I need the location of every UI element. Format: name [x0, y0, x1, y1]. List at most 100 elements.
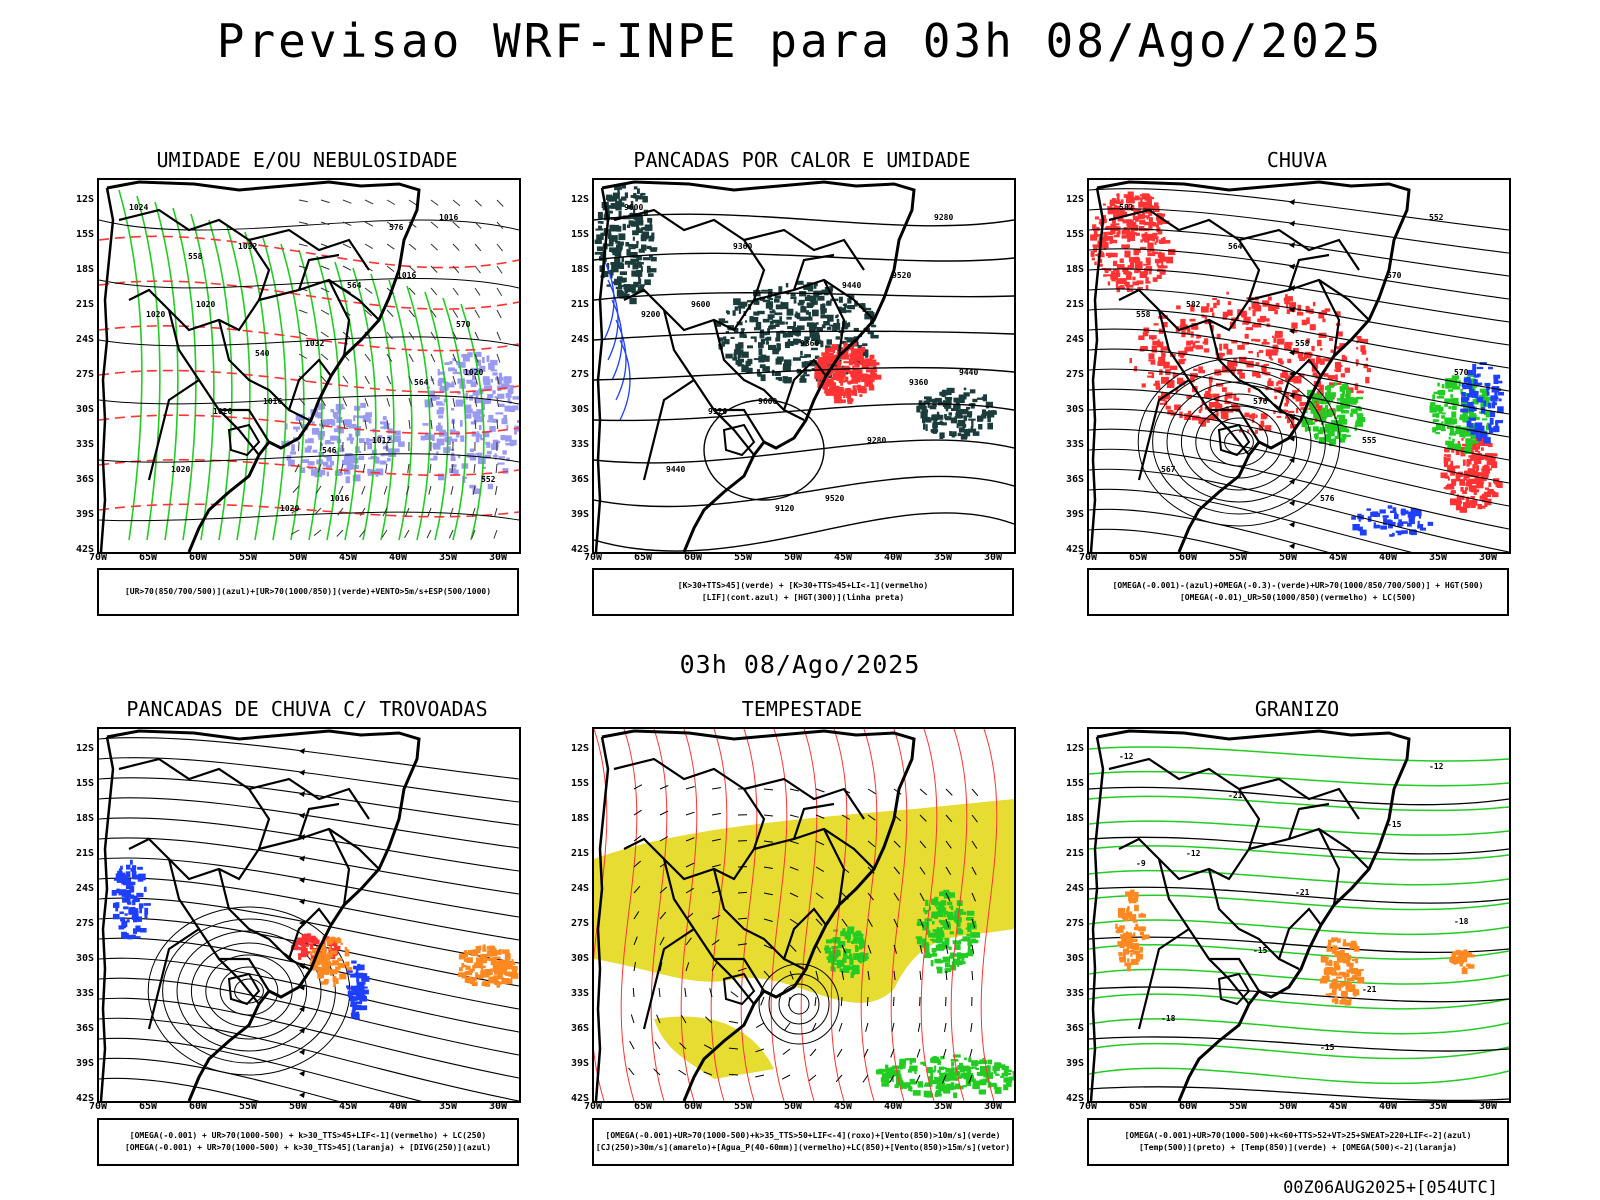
map-panel: 9600 9600 9600 9520 9520 9440 9440 9360 9360 9280… [592, 178, 1016, 554]
lat-tick-label: 30S [1065, 404, 1084, 415]
country-border [1277, 358, 1322, 411]
contour-label: 570 [1387, 271, 1402, 280]
contour-label: 1020 [146, 310, 165, 319]
contour-label: 9200 [641, 310, 660, 319]
uruguay-outline [722, 972, 756, 1006]
lat-tick-label: 33S [570, 988, 589, 999]
lon-tick-label: 65W [1129, 1101, 1148, 1112]
lat-tick-label: 42S [1065, 1093, 1084, 1104]
country-border [782, 907, 827, 960]
country-border [167, 309, 260, 456]
contour-label: 9440 [842, 281, 861, 290]
lon-tick-label: 35W [934, 552, 953, 563]
country-border [147, 928, 200, 1030]
contour-label: 9600 [691, 300, 710, 309]
contour-label: -21 [1228, 791, 1243, 800]
black-hgt-contours [594, 213, 1014, 552]
lon-tick-label: 40W [1379, 1101, 1398, 1112]
country-border [1207, 319, 1300, 421]
contour-label: 567 [1161, 465, 1176, 474]
contour-label: 564 [414, 378, 429, 387]
lat-tick-label: 21S [1065, 299, 1084, 310]
lon-tick-label: 50W [784, 552, 803, 563]
legend-line: [OMEGA(-0.001)-(azul)+OMEGA(-0.3)-(verde… [1112, 581, 1484, 590]
lon-tick-label: 70W [89, 1101, 108, 1112]
blue-omega-area [1351, 505, 1434, 537]
streamlines [99, 737, 519, 1101]
contour-label: 582 [1186, 300, 1201, 309]
lon-tick-label: 45W [1329, 552, 1348, 563]
country-border [782, 358, 827, 411]
lon-tick-label: 55W [734, 552, 753, 563]
panel-legend: [OMEGA(-0.001)+UR>70(1000-500)+k>35_TTS>… [592, 1118, 1014, 1166]
map-svg: 9600 9600 9600 9520 9520 9440 9440 9360 9360 9280… [594, 180, 1014, 552]
country-border [1209, 408, 1260, 443]
country-border [297, 802, 340, 840]
lat-tick-label: 15S [75, 229, 94, 240]
country-border [662, 858, 755, 1005]
lat-tick-label: 42S [570, 544, 589, 555]
lon-tick-label: 35W [1429, 1101, 1448, 1112]
lon-tick-label: 55W [239, 1101, 258, 1112]
lat-tick-label: 36S [75, 474, 94, 485]
lat-tick-label: 21S [570, 848, 589, 859]
country-border [287, 907, 332, 960]
panel-legend: [OMEGA(-0.001)+UR>70(1000-500)+k<60+TTS>… [1087, 1118, 1509, 1166]
legend-line: [Temp(500)](preto) + [Temp(850)](verde) … [1139, 1143, 1457, 1152]
country-border [1238, 777, 1360, 820]
lon-tick-label: 55W [239, 552, 258, 563]
lon-tick-label: 55W [734, 1101, 753, 1112]
contour-label: 9440 [666, 465, 685, 474]
contour-label: -15 [1387, 820, 1402, 829]
map-panel: 1024 1020 1016 1016 1016 1020 1020 1032 1032 1012… [97, 178, 521, 554]
red-streamlines [594, 729, 998, 1101]
temp-labels: -12 -12 -15 -15 -15 -18 -18 -21 -21 -21 -12 -9 [1119, 752, 1469, 1052]
lat-tick-label: 18S [1065, 264, 1084, 275]
uruguay-outline [1217, 972, 1251, 1006]
lat-tick-label: 15S [1065, 229, 1084, 240]
lon-tick-label: 30W [1479, 552, 1498, 563]
lat-tick-label: 36S [1065, 1023, 1084, 1034]
lon-tick-label: 65W [634, 552, 653, 563]
map-svg: 1024 1020 1016 1016 1016 1020 1020 1032 1032 1012… [99, 180, 519, 552]
pressure-labels: 1024 1020 1016 1016 1016 1020 1020 1032 1032 1012… [129, 203, 496, 513]
country-border [1209, 957, 1260, 992]
lat-tick-label: 15S [570, 778, 589, 789]
panel-legend: [UR>70(850/700/500)](azul)+[UR>70(1000/8… [97, 568, 519, 616]
contour-label: -12 [1119, 752, 1134, 761]
contour-label: 9600 [758, 397, 777, 406]
lat-tick-label: 39S [570, 509, 589, 520]
contour-label: -12 [1429, 762, 1444, 771]
yellow-jet-area [594, 799, 1014, 1079]
lon-tick-label: 65W [1129, 552, 1148, 563]
contour-label: 576 [1253, 397, 1268, 406]
wind-vectors [628, 784, 979, 1084]
lon-tick-label: 65W [139, 552, 158, 563]
low-center-contour [703, 399, 825, 501]
coastline [601, 729, 916, 1101]
contour-label: 9360 [909, 378, 928, 387]
west-coastline [99, 736, 115, 1101]
panel-legend: [OMEGA(-0.001)-(azul)+OMEGA(-0.3)-(verde… [1087, 568, 1509, 616]
contour-label: 564 [1228, 242, 1243, 251]
lat-tick-label: 18S [1065, 813, 1084, 824]
lat-tick-label: 36S [75, 1023, 94, 1034]
lat-tick-label: 39S [1065, 509, 1084, 520]
orange-omega-area [1319, 937, 1365, 1006]
west-coastline [1089, 736, 1105, 1101]
lat-tick-label: 18S [570, 813, 589, 824]
contour-label: 552 [1429, 213, 1444, 222]
country-border [1157, 309, 1250, 456]
lat-tick-label: 24S [570, 334, 589, 345]
coastline [601, 180, 916, 552]
lon-tick-label: 65W [139, 1101, 158, 1112]
lat-tick-label: 27S [1065, 918, 1084, 929]
lat-tick-label: 33S [75, 439, 94, 450]
country-border [147, 379, 200, 481]
orange-omega-area [1115, 889, 1150, 972]
lon-tick-label: 60W [189, 552, 208, 563]
contour-label: 1016 [263, 397, 282, 406]
contour-label: -15 [1253, 946, 1268, 955]
lat-tick-label: 18S [570, 264, 589, 275]
map-panel: 582 582 576 576 570 570 567 564 558 555 552 558 [1087, 178, 1511, 554]
